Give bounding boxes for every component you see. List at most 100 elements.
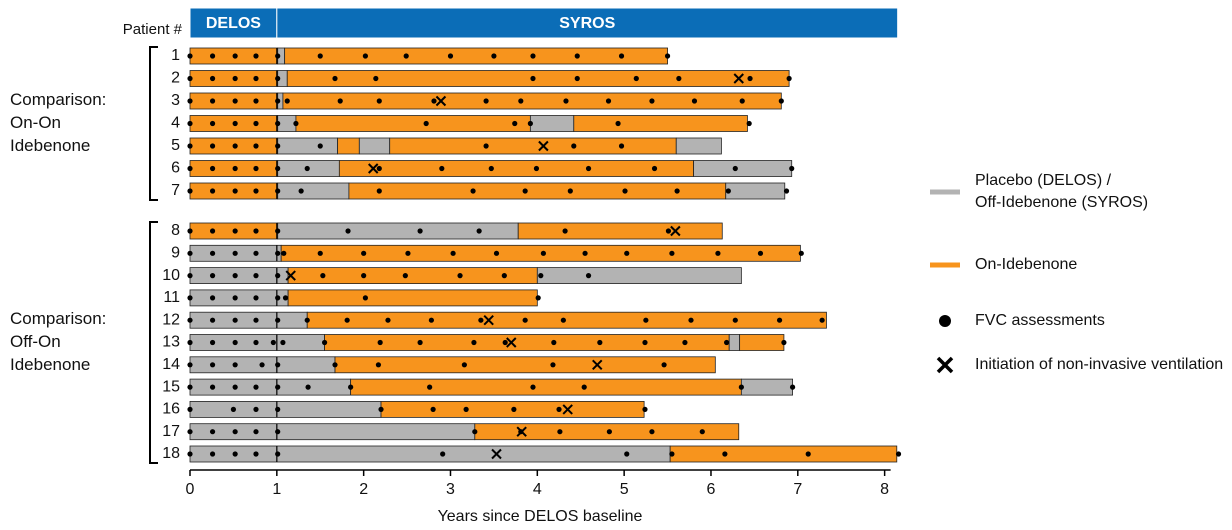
fvc-dot xyxy=(253,53,259,59)
segment xyxy=(295,115,531,132)
fvc-dot xyxy=(253,98,259,104)
segment xyxy=(189,311,308,329)
fvc-dot xyxy=(402,273,408,279)
niv-marker xyxy=(516,426,527,437)
fvc-dot xyxy=(493,250,500,256)
fvc-dot xyxy=(715,250,721,256)
niv-marker xyxy=(670,225,681,237)
fvc-dot xyxy=(540,250,546,256)
segment xyxy=(693,160,793,177)
fvc-dot xyxy=(232,120,238,127)
fvc-dot xyxy=(275,165,281,172)
segment xyxy=(728,334,741,351)
fvc-dot xyxy=(746,120,752,127)
fvc-dot xyxy=(187,165,193,172)
segment xyxy=(324,334,730,351)
fvc-dot xyxy=(187,188,193,194)
segment xyxy=(669,445,898,463)
fvc-dot xyxy=(187,362,193,368)
fvc-dot xyxy=(275,228,281,234)
fvc-dot xyxy=(786,75,792,82)
niv-stroke xyxy=(733,73,744,84)
segment xyxy=(306,311,827,329)
x-tick-label: 1 xyxy=(272,481,281,498)
fvc-dot xyxy=(320,273,326,279)
fvc-dot xyxy=(423,120,429,127)
patient-id: 13 xyxy=(162,334,180,351)
fvc-dot xyxy=(253,143,259,149)
fvc-dot xyxy=(232,228,238,234)
fvc-dot xyxy=(304,165,310,172)
fvc-dot xyxy=(187,75,193,82)
fvc-dot xyxy=(361,250,367,256)
fvc-dot xyxy=(209,188,216,194)
fvc-dot xyxy=(209,429,216,435)
niv-marker xyxy=(733,73,744,84)
patient-id: 10 xyxy=(162,267,180,284)
fvc-dot xyxy=(187,273,193,279)
fvc-dot xyxy=(373,75,379,82)
x-tick-label: 2 xyxy=(359,481,368,498)
fvc-dot xyxy=(375,362,382,368)
fvc-dot xyxy=(187,429,193,435)
fvc-dot xyxy=(187,53,193,59)
fvc-dot xyxy=(378,406,384,412)
niv-stroke xyxy=(562,404,573,415)
fvc-dot xyxy=(582,250,588,256)
fvc-dot xyxy=(209,295,216,301)
fvc-dot xyxy=(275,250,281,256)
fvc-dot xyxy=(511,406,517,412)
fvc-dot xyxy=(232,250,238,256)
fvc-dot xyxy=(483,98,489,104)
niv-marker xyxy=(483,314,494,326)
niv-stroke xyxy=(506,337,517,348)
segment xyxy=(189,289,289,307)
fvc-dot xyxy=(253,273,259,279)
legend-label: Placebo (DELOS) / xyxy=(975,172,1112,189)
phase-band xyxy=(189,7,278,39)
fvc-dot xyxy=(209,273,216,279)
segment xyxy=(389,137,677,155)
fvc-dot xyxy=(450,250,456,256)
segment xyxy=(573,115,748,132)
fvc-dot xyxy=(470,188,476,194)
fvc-dot xyxy=(275,273,281,279)
fvc-dot xyxy=(669,451,675,457)
fvc-dot xyxy=(209,362,216,368)
fvc-dot xyxy=(293,120,299,127)
fvc-dot xyxy=(275,143,281,149)
fvc-dot xyxy=(676,75,682,82)
fvc-dot xyxy=(209,228,216,234)
niv-marker xyxy=(435,95,447,107)
fvc-dot xyxy=(298,188,304,194)
patient-id: 5 xyxy=(171,137,180,154)
fvc-dot xyxy=(275,53,281,59)
fvc-dot xyxy=(642,339,648,346)
fvc-dot xyxy=(317,143,323,149)
fvc-dot xyxy=(259,362,265,368)
fvc-dot xyxy=(209,250,216,256)
segment xyxy=(277,137,339,155)
group-label: On-On xyxy=(10,113,61,132)
fvc-dot xyxy=(585,165,592,172)
fvc-dot xyxy=(691,98,698,104)
fvc-dot xyxy=(732,317,738,323)
fvc-dot xyxy=(606,429,612,435)
fvc-dot xyxy=(522,188,528,194)
fvc-dot xyxy=(551,339,557,346)
phase-label: SYROS xyxy=(559,15,615,32)
fvc-dot xyxy=(232,384,238,390)
niv-stroke xyxy=(670,225,681,237)
patient-id: 4 xyxy=(171,115,180,132)
segment xyxy=(280,244,801,262)
fvc-dot xyxy=(209,339,216,346)
segment xyxy=(189,400,382,418)
group-label: Idebenone xyxy=(10,136,90,155)
fvc-dot xyxy=(332,75,338,82)
fvc-dot xyxy=(281,250,287,256)
fvc-dot xyxy=(440,451,446,457)
fvc-dot xyxy=(488,165,494,172)
legend-label: On-Idebenone xyxy=(975,256,1077,273)
segment xyxy=(536,267,742,285)
fvc-dot xyxy=(304,317,310,323)
